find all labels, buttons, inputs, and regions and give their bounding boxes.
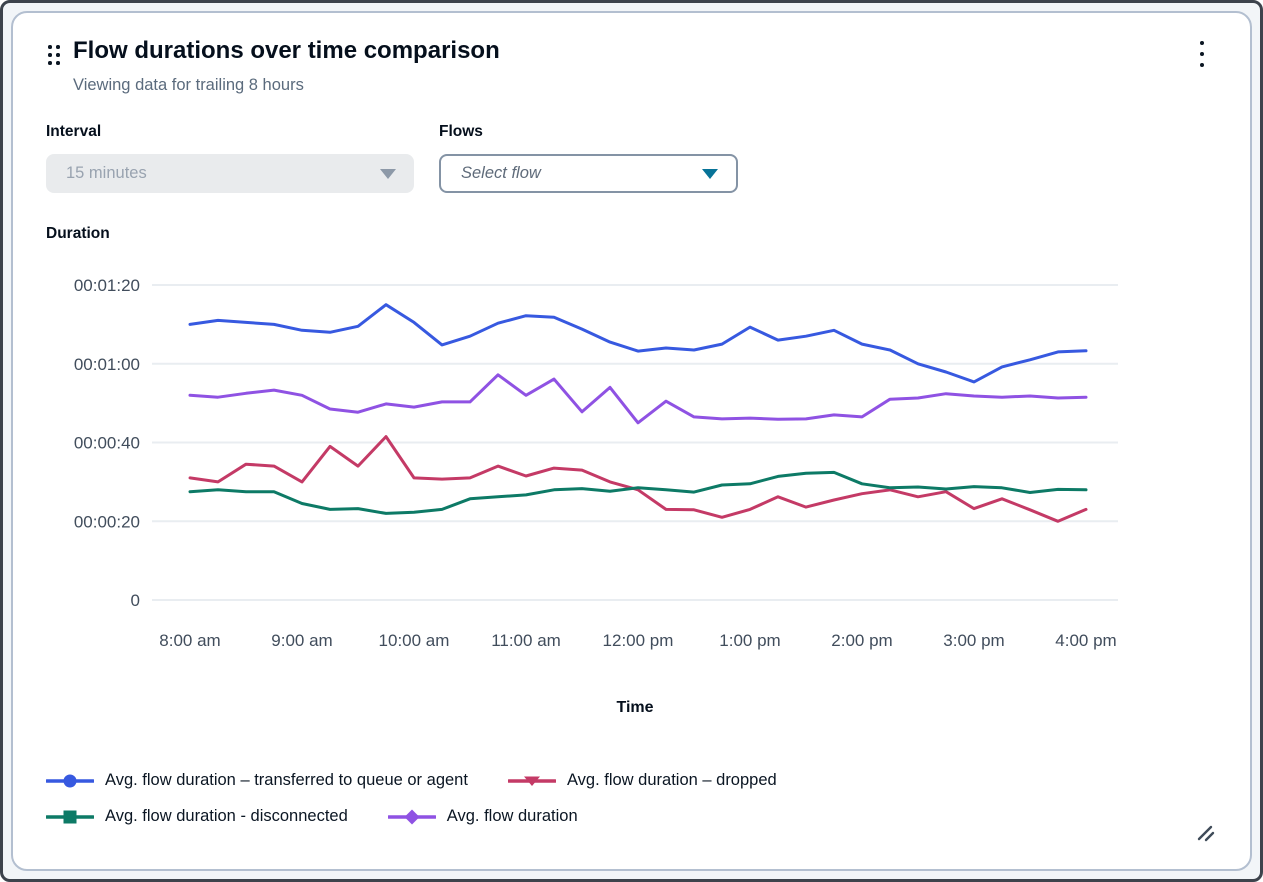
widget-title: Flow durations over time comparison bbox=[73, 37, 500, 64]
chart-legend: Avg. flow duration – transferred to queu… bbox=[46, 771, 1056, 826]
widget-card: Flow durations over time comparison View… bbox=[11, 11, 1252, 871]
diamond-marker-icon bbox=[387, 809, 436, 824]
y-tick-label: 00:01:20 bbox=[74, 276, 140, 295]
x-tick-label: 10:00 am bbox=[379, 631, 450, 650]
legend-item-disconnected[interactable]: Avg. flow duration - disconnected bbox=[46, 807, 348, 826]
x-tick-label: 4:00 pm bbox=[1055, 631, 1116, 650]
y-tick-label: 00:01:00 bbox=[74, 355, 140, 374]
chevron-down-icon bbox=[380, 168, 396, 179]
x-tick-label: 11:00 am bbox=[491, 631, 561, 650]
interval-select[interactable]: 15 minutes bbox=[46, 154, 414, 193]
flows-select[interactable]: Select flow bbox=[439, 154, 738, 193]
y-axis-title: Duration bbox=[46, 225, 110, 242]
circle-marker-icon bbox=[46, 774, 94, 787]
flows-label: Flows bbox=[439, 123, 483, 140]
flows-placeholder: Select flow bbox=[461, 164, 541, 182]
legend-item-avg[interactable]: Avg. flow duration bbox=[387, 807, 578, 826]
chart-canvas[interactable]: 00:01:20 00:01:00 00:00:40 00:00:20 0 8:00 am… bbox=[13, 13, 1250, 867]
interval-label: Interval bbox=[46, 123, 102, 140]
kebab-menu-icon[interactable] bbox=[1192, 41, 1212, 67]
widget-subtitle: Viewing data for trailing 8 hours bbox=[73, 76, 304, 94]
legend-shape bbox=[63, 774, 77, 787]
legend-shape bbox=[63, 810, 77, 823]
x-tick-label: 2:00 pm bbox=[831, 631, 892, 650]
triangle-down-marker-icon bbox=[507, 776, 556, 786]
square-marker-icon bbox=[46, 810, 94, 823]
legend-label: Avg. flow duration – dropped bbox=[566, 771, 777, 789]
y-tick-label: 00:00:40 bbox=[74, 434, 140, 453]
series-line-0 bbox=[188, 303, 1088, 384]
resize-handle-icon[interactable] bbox=[1196, 823, 1216, 843]
series-line-2 bbox=[188, 470, 1088, 515]
legend-label: Avg. flow duration – transferred to queu… bbox=[105, 771, 468, 789]
legend-label: Avg. flow duration bbox=[446, 807, 578, 825]
legend-item-dropped[interactable]: Avg. flow duration – dropped bbox=[507, 771, 777, 790]
y-tick-label: 0 bbox=[131, 591, 140, 610]
legend-label: Avg. flow duration - disconnected bbox=[105, 807, 348, 825]
x-axis-title: Time bbox=[616, 699, 654, 716]
x-tick-label: 1:00 pm bbox=[719, 631, 780, 650]
chevron-down-icon bbox=[702, 168, 718, 179]
series-line-1 bbox=[188, 435, 1088, 523]
legend-shape bbox=[523, 776, 540, 786]
legend-item-transferred[interactable]: Avg. flow duration – transferred to queu… bbox=[46, 771, 468, 790]
y-tick-label: 00:00:20 bbox=[74, 512, 140, 531]
legend-shape bbox=[404, 809, 420, 824]
x-tick-label: 12:00 pm bbox=[603, 631, 674, 650]
x-tick-label: 8:00 am bbox=[159, 631, 220, 650]
x-tick-label: 9:00 am bbox=[271, 631, 332, 650]
drag-handle-icon[interactable] bbox=[46, 43, 62, 67]
x-tick-label: 3:00 pm bbox=[943, 631, 1004, 650]
series-line-3 bbox=[188, 373, 1088, 425]
interval-value: 15 minutes bbox=[66, 164, 147, 182]
